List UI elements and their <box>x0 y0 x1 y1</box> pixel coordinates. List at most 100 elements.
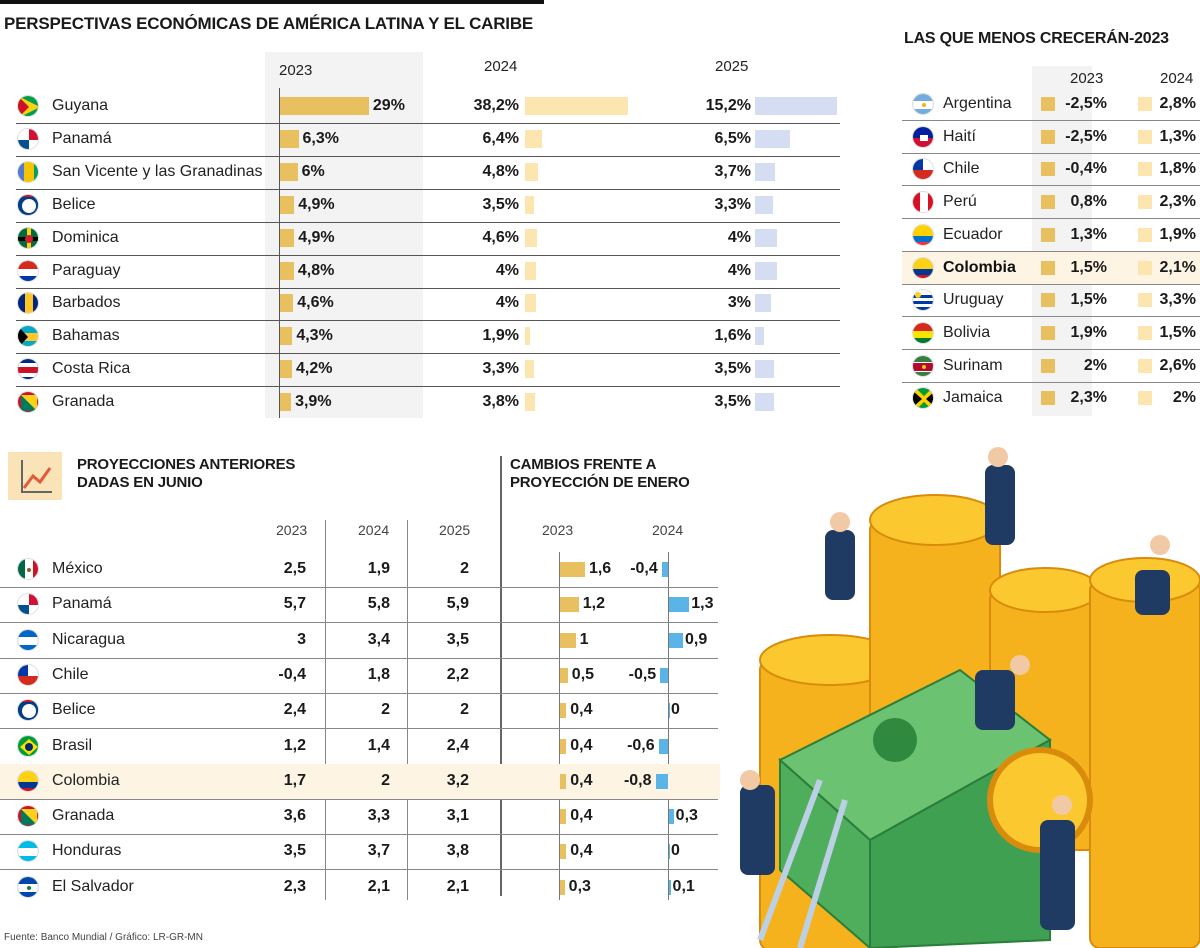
country-name: Panamá <box>52 595 112 613</box>
row-divider <box>16 188 840 190</box>
table-row: Jamaica 2,3% 2% <box>902 382 1200 415</box>
bar-2023 <box>279 261 294 280</box>
change-value-2024: -0,6 <box>627 736 655 754</box>
country-name: Costa Rica <box>52 360 131 378</box>
mexico-flag-icon <box>17 558 39 580</box>
bar-2023 <box>279 294 294 313</box>
nicaragua-flag-icon <box>17 628 39 651</box>
value-2024: 1,8 <box>367 665 390 683</box>
change-header-2023: 2023 <box>542 522 574 538</box>
table-row: Argentina -2,5% 2,8% <box>902 88 1200 121</box>
change-value-2024: 0,3 <box>675 807 698 825</box>
row-divider <box>0 657 718 659</box>
value-2023: 3,5 <box>283 842 306 860</box>
marker-2024 <box>1138 162 1152 177</box>
bar-2023 <box>279 129 299 148</box>
value-2023: 4,2% <box>296 360 333 378</box>
main-title: PERSPECTIVAS ECONÓMICAS DE AMÉRICA LATIN… <box>4 14 534 33</box>
colombia-flag-icon <box>17 769 39 792</box>
section-divider <box>500 456 502 896</box>
bar-2025 <box>755 97 838 115</box>
value-2024: 1,9 <box>367 560 390 577</box>
panama-flag-icon <box>17 127 39 150</box>
value-2025: 3,5% <box>714 393 751 411</box>
country-name: El Salvador <box>52 877 134 895</box>
country-name: Guyana <box>52 97 109 114</box>
table-row: Honduras 3,5 3,7 3,8 0,4 0 <box>0 834 720 871</box>
change-value-2024: 0 <box>671 842 680 860</box>
value-2023: 3,6 <box>283 807 306 825</box>
value-2023: 6% <box>301 162 325 180</box>
row-divider <box>902 316 1200 318</box>
row-divider <box>0 587 718 588</box>
change-value-2024: 0,1 <box>672 877 695 895</box>
change-bar-2024 <box>669 703 670 719</box>
table-row: México 2,5 1,9 2 1,6 -0,4 <box>0 552 720 588</box>
row-divider <box>16 320 840 322</box>
marker-2024 <box>1138 391 1152 406</box>
row-divider <box>902 218 1200 220</box>
change-value-2023: 1,2 <box>582 595 605 613</box>
country-name: Nicaragua <box>52 630 125 648</box>
change-value-2024: -0,4 <box>630 560 658 577</box>
bottom-right-title: CAMBIOS FRENTE A PROYECCIÓN DE ENERO <box>510 456 690 491</box>
value-2023: 2,4 <box>283 701 306 719</box>
value-2023: 1,5% <box>1070 291 1107 309</box>
change-bar-2024 <box>669 879 671 895</box>
bar-2025 <box>755 129 791 148</box>
bar-2025 <box>755 360 774 379</box>
change-value-2024: 1,3 <box>691 595 714 613</box>
value-2024: 1,9% <box>482 327 519 345</box>
row-divider <box>16 254 840 256</box>
source-note: Fuente: Banco Mundial / Gráfico: LR-GR-M… <box>4 932 203 943</box>
row-divider <box>0 692 718 694</box>
change-value-2023: 0,4 <box>570 807 593 825</box>
change-bar-2023 <box>560 773 567 789</box>
bar-2024 <box>525 327 531 346</box>
country-name: Dominica <box>52 228 119 246</box>
row-divider <box>16 287 840 289</box>
table-row: Haití -2,5% 1,3% <box>902 121 1200 154</box>
change-bar-2023 <box>560 879 565 895</box>
bar-2025 <box>755 195 773 214</box>
bahamas-flag-icon <box>17 325 39 348</box>
country-name: Ecuador <box>943 225 1003 243</box>
marker-2024 <box>1138 97 1152 111</box>
change-bar-2024 <box>669 844 670 860</box>
row-divider <box>16 155 840 157</box>
value-2023: 1,3% <box>1070 225 1107 243</box>
value-2023: 4,6% <box>297 294 334 312</box>
row-divider <box>16 221 840 223</box>
bolivia-flag-icon <box>912 321 934 344</box>
suriname-flag-icon <box>912 354 934 377</box>
country-name: Surinam <box>943 356 1003 374</box>
value-2025: 2,1 <box>446 877 469 895</box>
country-name: Bolivia <box>943 323 991 341</box>
row-divider <box>0 728 718 730</box>
value-2024: 3,5% <box>482 195 519 213</box>
col-separator <box>407 520 408 900</box>
change-bar-2023 <box>560 844 567 860</box>
change-bar-2024 <box>660 667 668 683</box>
col-separator <box>325 520 326 900</box>
value-2023: 1,9% <box>1070 323 1107 341</box>
marker-2024 <box>1138 358 1152 373</box>
change-bar-2023 <box>560 632 576 648</box>
value-2024: 1,4 <box>367 736 390 754</box>
value-2025: 1,6% <box>714 327 751 345</box>
col-header-2024: 2024 <box>484 58 518 75</box>
table-row: Granada 3,6 3,3 3,1 0,4 0,3 <box>0 799 720 836</box>
change-value-2024: 0,9 <box>685 630 708 648</box>
panama-flag-icon <box>17 593 39 616</box>
belize-flag-icon <box>17 699 39 722</box>
costarica-flag-icon <box>17 358 39 381</box>
table-row: Nicaragua 3 3,4 3,5 1 0,9 <box>0 623 720 659</box>
jamaica-flag-icon <box>912 387 934 410</box>
table-row: Belice 4,9% 3,5% 3,3% <box>0 189 842 223</box>
value-2023: 0,8% <box>1070 193 1107 211</box>
value-2024: 1,5% <box>1159 323 1196 341</box>
chile-flag-icon <box>17 663 39 686</box>
change-bar-2023 <box>560 738 567 754</box>
value-2025: 3,3% <box>714 195 751 213</box>
peru-flag-icon <box>912 191 934 214</box>
